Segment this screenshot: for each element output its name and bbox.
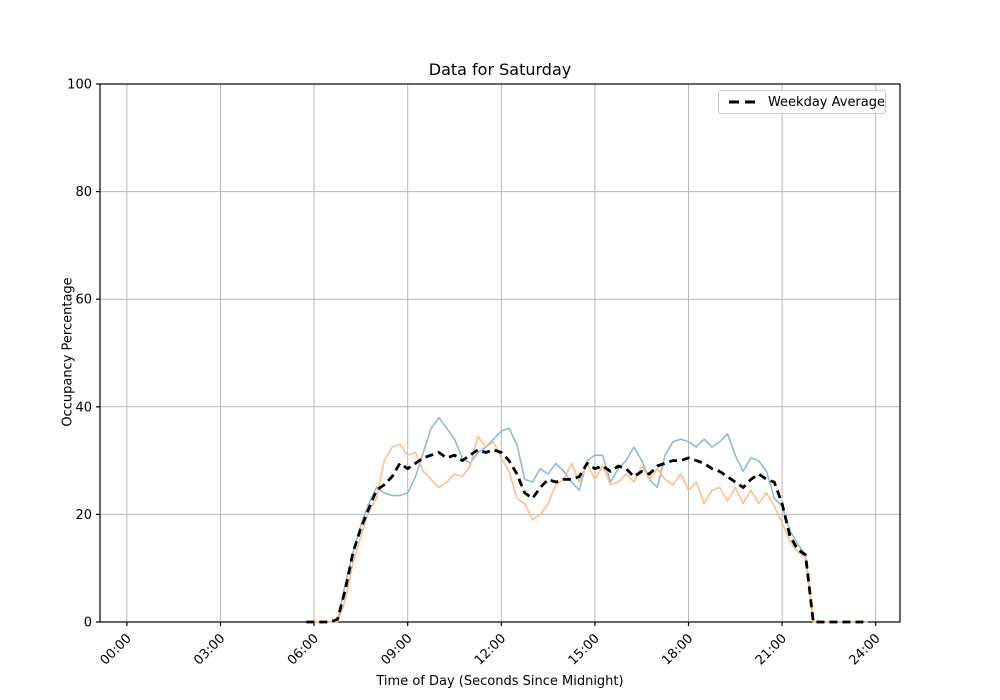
x-tick-label: 06:00: [285, 631, 322, 668]
y-tick-label: 60: [75, 293, 92, 308]
y-tick-label: 0: [84, 616, 92, 631]
chart-title: Data for Saturday: [428, 60, 572, 79]
legend-dashed-line-icon: [729, 100, 760, 104]
y-tick-label: 80: [75, 185, 92, 200]
y-axis-label: Occupancy Percentage: [60, 277, 76, 427]
x-tick-label: 00:00: [98, 631, 135, 668]
x-tick-label: 24:00: [846, 631, 883, 668]
series-line-series_1: [306, 416, 868, 623]
x-tick-label: 21:00: [753, 631, 790, 668]
x-tick-label: 03:00: [191, 631, 228, 668]
y-tick-label: 40: [75, 400, 92, 415]
series-line-weekday-average: [306, 448, 868, 624]
x-tick-label: 18:00: [659, 631, 696, 668]
legend-label: Weekday Average: [767, 94, 885, 110]
y-tick-label: 20: [75, 508, 92, 523]
x-tick-label: 12:00: [472, 631, 509, 668]
x-axis-label: Time of Day (Seconds Since Midnight): [376, 674, 624, 689]
legend: Weekday Average: [718, 90, 886, 114]
plot-border: [99, 83, 901, 623]
x-tick-label: 15:00: [566, 631, 603, 668]
y-tick-label: 100: [67, 78, 92, 93]
x-tick-label: 09:00: [378, 631, 415, 668]
